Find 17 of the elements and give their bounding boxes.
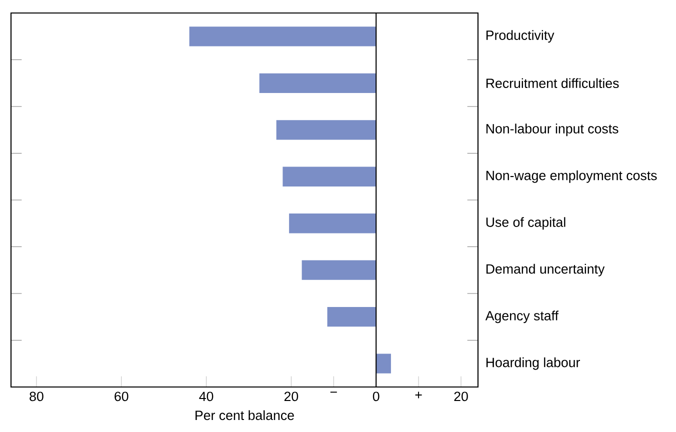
y-tick-label: Use of capital (486, 217, 566, 230)
x-tick-label: 60 (114, 392, 128, 402)
x-axis-title: Per cent balance (196, 410, 294, 420)
y-tick-label: Agency staff (485, 310, 559, 324)
y-tick-label: Non-wage employment costs (486, 170, 657, 183)
x-tick-label: 80 (30, 392, 44, 402)
y-tick-label: Non-labour input costs (486, 124, 618, 136)
y-tick-label: Recruitment difficulties (486, 78, 619, 88)
x-tick-label: + (415, 392, 422, 398)
x-tick-label: 20 (284, 392, 298, 402)
y-tick-label: Demand uncertainty (486, 264, 605, 276)
y-tick-label: Productivity (486, 30, 554, 43)
y-tick-label: Hoarding labour (486, 357, 580, 370)
x-tick-label: 40 (199, 392, 214, 402)
x-tick-label: 0 (372, 392, 380, 402)
x-tick-label: − (330, 392, 337, 393)
x-tick-label: 20 (454, 392, 468, 402)
